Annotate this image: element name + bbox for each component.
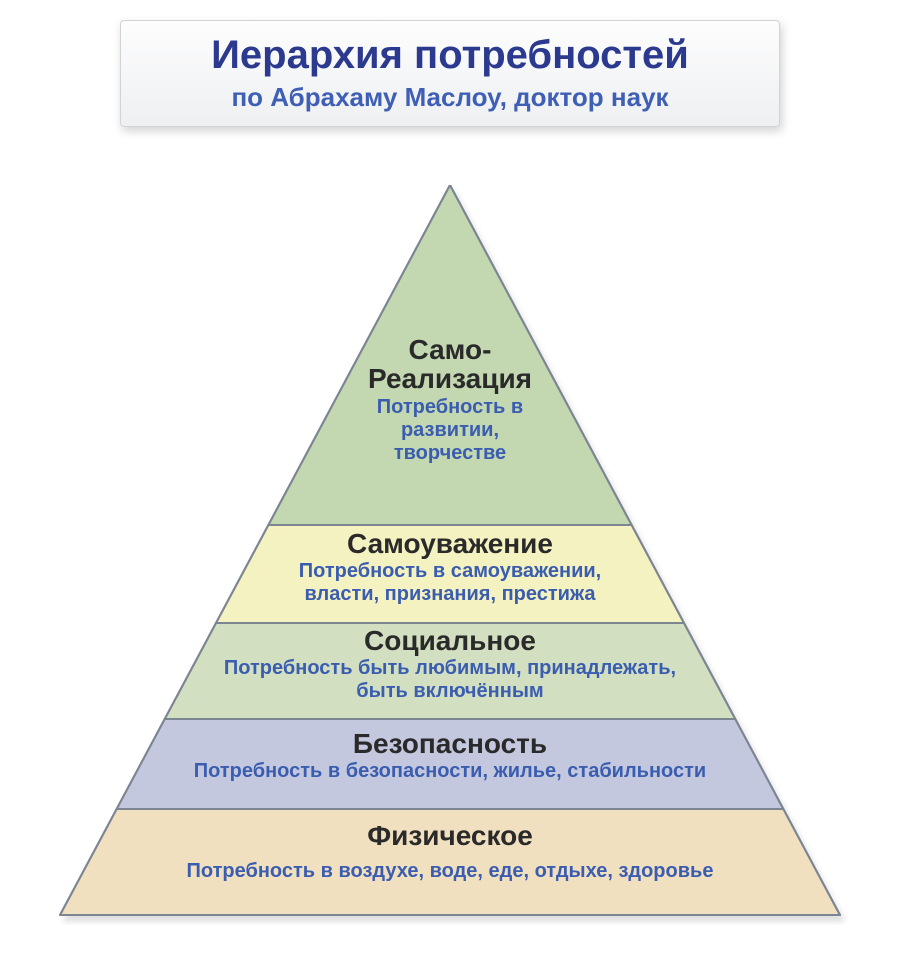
pyramid-svg	[40, 185, 860, 925]
pyramid: Само- Реализация Потребность в развитии,…	[40, 185, 860, 925]
header-subtitle: по Абрахаму Маслоу, доктор наук	[131, 83, 769, 112]
header-card: Иерархия потребностей по Абрахаму Маслоу…	[120, 20, 780, 127]
header-title: Иерархия потребностей	[131, 33, 769, 77]
diagram-canvas: Иерархия потребностей по Абрахаму Маслоу…	[0, 0, 900, 954]
